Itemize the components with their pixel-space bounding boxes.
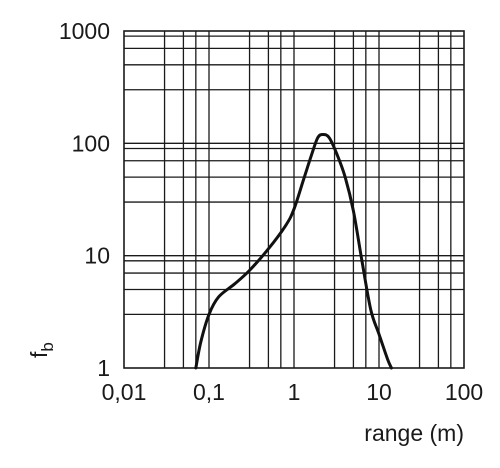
y-tick-label: 1000: [59, 18, 110, 44]
y-axis-label: fb: [26, 342, 57, 358]
y-tick-label: 100: [72, 130, 110, 156]
y-tick-label: 10: [84, 243, 110, 269]
x-tick-label: 0,1: [193, 379, 225, 405]
y-axis-label-subscript: b: [38, 342, 57, 351]
x-tick-labels: 0,01 0,1 1 10 100: [102, 379, 484, 405]
x-tick-label: 1: [288, 379, 301, 405]
plot-frame: [123, 30, 465, 369]
grid-lines: [124, 31, 464, 368]
x-tick-label: 100: [445, 379, 483, 405]
y-axis-label-main: f: [26, 351, 52, 358]
series-line: [194, 132, 393, 370]
x-tick-label: 0,01: [102, 379, 147, 405]
y-tick-labels: 1 10 100 1000: [59, 18, 110, 381]
x-tick-label: 10: [366, 379, 392, 405]
x-axis-label: range (m): [364, 420, 464, 446]
y-tick-label: 1: [97, 355, 110, 381]
